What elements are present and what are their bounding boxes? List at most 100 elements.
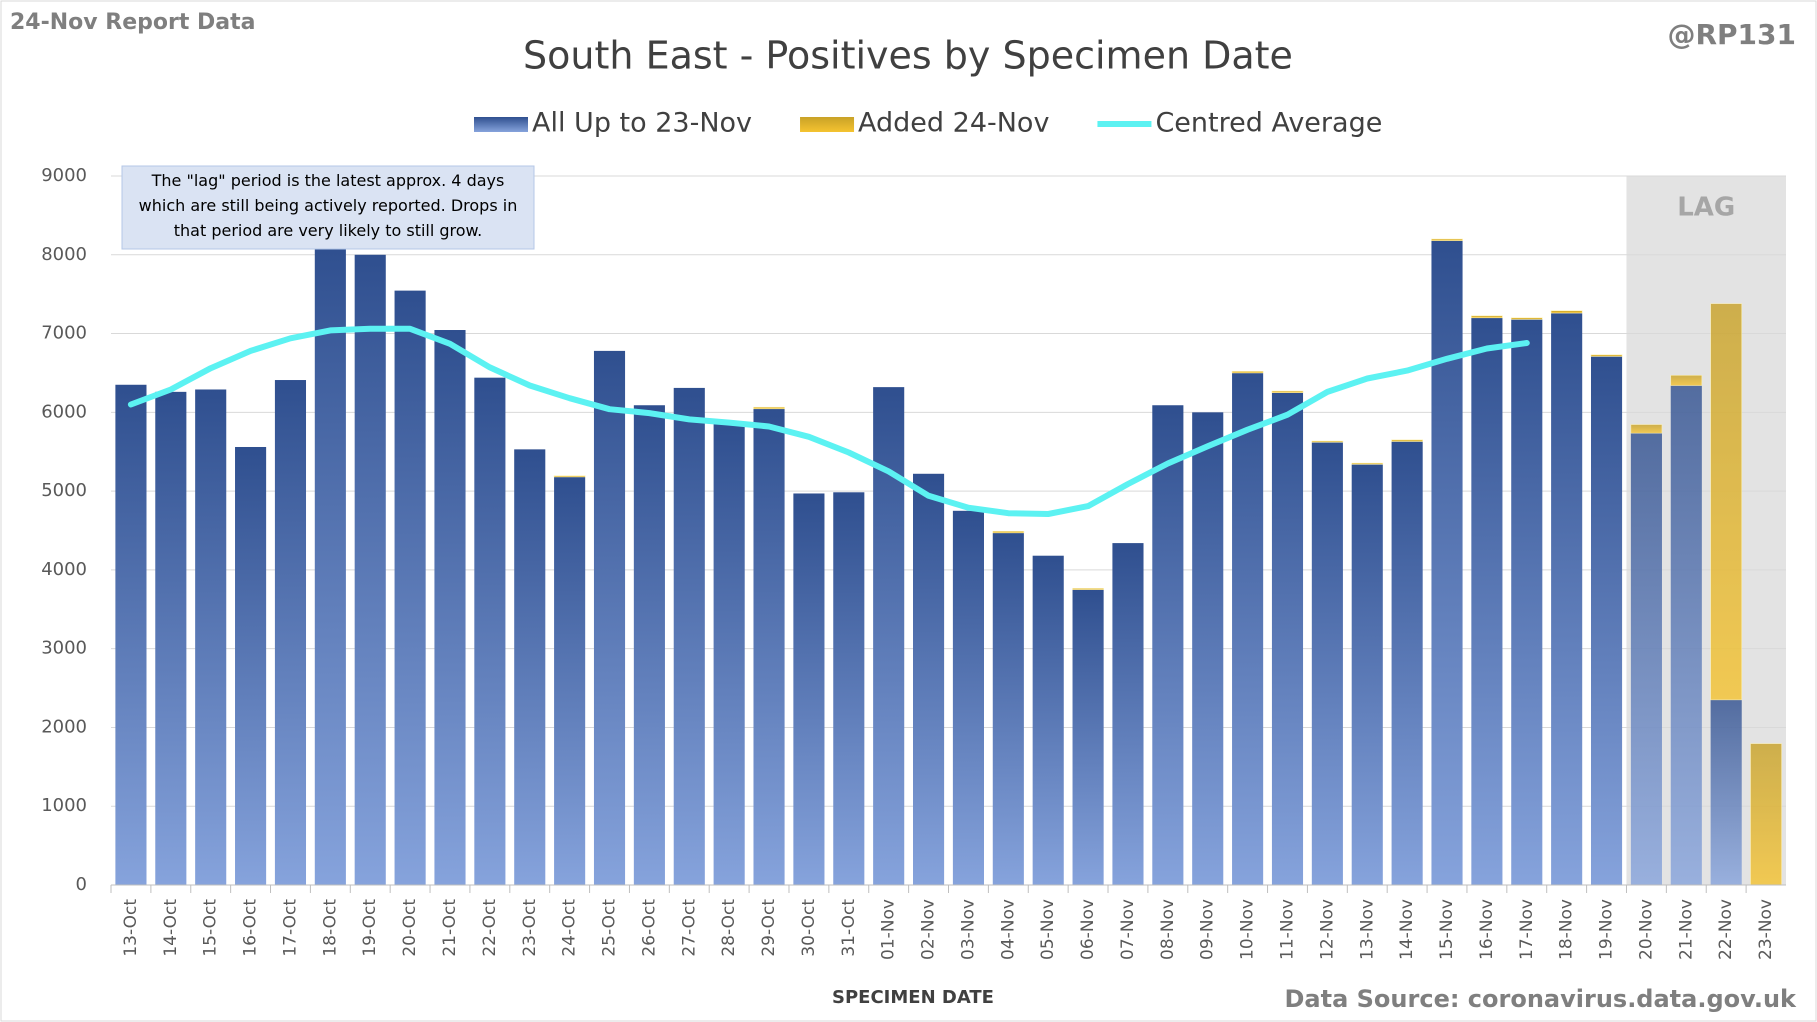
line [127,325,1530,517]
y-tick-label: 0 [76,874,87,895]
lag-label: LAG [1677,193,1735,223]
x-tick-label: 08-Nov [1158,899,1178,960]
x-axis-title: SPECIMEN DATE [832,987,994,1008]
bar [1670,385,1702,885]
bar [793,493,825,885]
bar [1231,371,1264,374]
y-tick-label: 8000 [41,244,87,265]
bar [593,350,626,885]
bar [553,475,586,478]
x-tick-label: 05-Nov [1038,899,1058,960]
x-tick-label: 04-Nov [998,899,1018,960]
y-tick-label: 5000 [41,480,87,501]
x-tick-label: 23-Oct [520,899,540,957]
x-tick-label: 14-Nov [1397,899,1417,960]
bar [1311,442,1343,885]
legend-label: All Up to 23-Nov [532,108,752,139]
x-tick-label: 31-Oct [839,899,859,957]
x-tick-label: 20-Oct [400,899,420,957]
bar [1550,310,1583,314]
bar [1511,319,1543,885]
annotation-text: The "lag" period is the latest approx. 4… [138,171,518,240]
x-tick-label: 17-Nov [1517,899,1537,960]
bar [753,408,785,885]
x-tick-label: 18-Oct [320,899,340,957]
source: Data Source: coronavirus.data.gov.uk [1285,985,1798,1013]
y-tick-label: 6000 [41,401,87,422]
bar [115,384,147,885]
x-tick-label: 11-Nov [1277,899,1297,960]
x-tick-label: 03-Nov [958,899,978,960]
x-tick-label: 21-Oct [440,899,460,957]
x-tick-label: 23-Nov [1756,899,1776,960]
handle: @RP131 [1667,18,1796,51]
bar [753,406,785,410]
legend-swatch [800,117,855,132]
bar [554,476,586,885]
bar [1431,240,1463,885]
x-tick-label: 06-Nov [1078,899,1098,960]
bar [673,387,705,885]
bar [633,405,665,885]
bar [833,492,865,885]
y-tick-label: 1000 [41,795,87,816]
bar [314,242,346,885]
bar [873,387,905,885]
bar [1431,238,1463,241]
x-tick-label: 12-Nov [1317,899,1337,960]
x-tick-label: 22-Nov [1716,899,1736,960]
y-tick-label: 7000 [41,323,87,344]
x-tick-label: 19-Oct [360,899,380,957]
x-tick-label: 16-Oct [241,899,261,957]
bar [195,389,227,885]
x-tick-label: 15-Nov [1437,899,1457,960]
bar [1232,372,1264,885]
x-tick-label: 07-Nov [1118,899,1138,960]
bar [992,530,1025,534]
x-tick-label: 22-Oct [480,899,500,957]
bar [474,377,506,885]
bar [1510,317,1543,320]
bar [1750,743,1782,886]
x-tick-label: 14-Oct [161,899,181,957]
bar [1072,588,1104,590]
bar [1630,433,1662,885]
bar [913,473,945,885]
x-tick-label: 02-Nov [919,899,939,960]
bar [1351,464,1383,885]
bar [1670,375,1703,386]
bar [434,330,466,885]
x-tick-label: 30-Oct [799,899,819,957]
x-tick-label: 29-Oct [759,899,779,957]
bar [1032,555,1064,885]
x-tick-label: 17-Oct [280,899,300,957]
x-tick-label: 10-Nov [1238,899,1258,960]
bar [1590,356,1623,885]
x-tick-label: 21-Nov [1676,899,1696,960]
x-tick-label: 13-Nov [1357,899,1377,960]
x-tick-label: 19-Nov [1597,899,1617,960]
x-tick-label: 16-Nov [1477,899,1497,960]
bar [1192,412,1224,885]
bar [952,510,984,885]
x-tick-label: 20-Nov [1636,899,1656,960]
x-tick-label: 18-Nov [1557,899,1577,960]
bar [1072,589,1104,885]
x-tick-label: 27-Oct [679,899,699,957]
bar [1311,440,1344,443]
x-tick-label: 24-Oct [560,899,580,957]
y-tick-label: 9000 [41,165,87,186]
bar [354,254,386,885]
bar [1271,390,1304,393]
bar [1112,543,1144,885]
bar [1630,424,1663,434]
bar [1391,441,1423,885]
bar [713,421,745,885]
bar [394,290,426,885]
bar [1271,392,1304,885]
bar [1471,315,1503,319]
bar [1471,317,1503,885]
bar [1152,405,1184,885]
legend-label: Added 24-Nov [858,108,1049,139]
